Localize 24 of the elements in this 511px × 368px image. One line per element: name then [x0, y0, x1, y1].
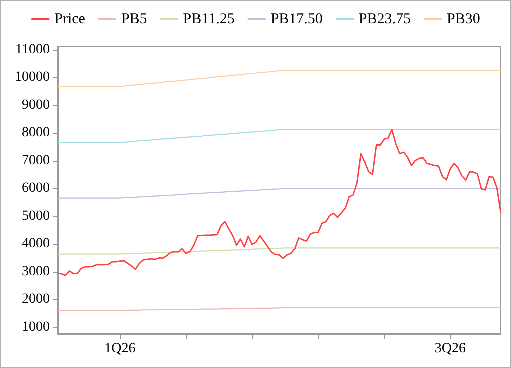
line-series — [57, 70, 502, 88]
legend-label: PB17.50 — [270, 12, 323, 28]
legend-label: Price — [54, 12, 86, 28]
x-tick-label: 1Q26 — [104, 342, 136, 356]
line-series — [57, 248, 502, 255]
y-tick-label: 9000 — [22, 98, 50, 113]
y-tick-label: 2000 — [22, 292, 50, 308]
y-tick-label: 8000 — [22, 126, 50, 141]
y-tick-label: 10000 — [15, 70, 50, 86]
y-tick-label: 4000 — [22, 236, 50, 252]
y-tick-label: 11000 — [16, 42, 50, 58]
y-tick-label: 7000 — [22, 153, 50, 168]
x-tick-label: 3Q26 — [434, 342, 466, 356]
line-series — [57, 188, 502, 199]
y-tick-label: 5000 — [22, 208, 50, 224]
line-series — [57, 129, 502, 276]
legend-label: PB30 — [447, 12, 480, 28]
legend-label: PB11.25 — [183, 12, 235, 28]
y-tick-label: 1000 — [22, 320, 50, 335]
y-tick-label: 6000 — [22, 181, 50, 196]
y-tick-label: 3000 — [22, 264, 50, 280]
line-series — [57, 129, 502, 144]
legend-label: PB23.75 — [358, 12, 412, 28]
legend-label: PB5 — [121, 12, 148, 28]
